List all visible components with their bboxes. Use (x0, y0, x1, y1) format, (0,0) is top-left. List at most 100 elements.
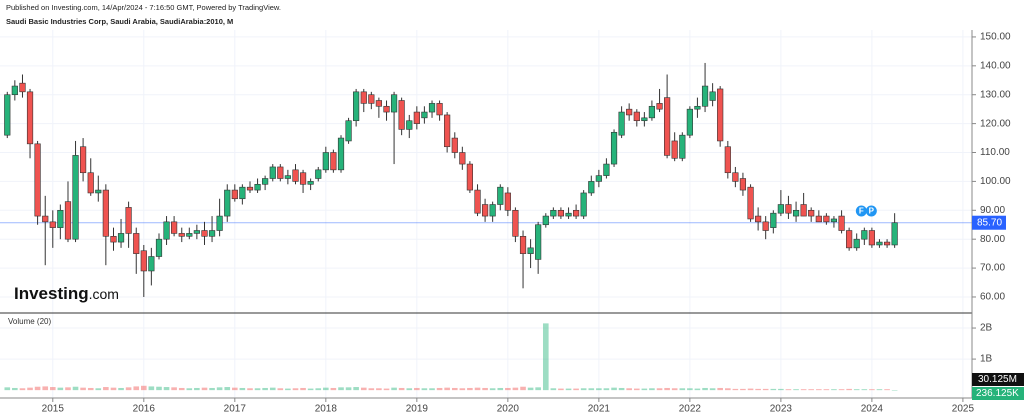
candle-body (808, 209, 815, 217)
candle-body (626, 108, 633, 116)
volume-bar (398, 387, 405, 391)
volume-bar (118, 387, 124, 391)
candle-body (648, 105, 656, 119)
candle-body (755, 215, 762, 223)
volume-bar (634, 388, 640, 391)
volume-bar (80, 387, 86, 391)
candle-body (201, 230, 208, 237)
volume-bar (482, 387, 488, 391)
volume-bar (201, 387, 208, 391)
volume-tick-label: 1B (980, 354, 993, 365)
volume-bar (285, 388, 291, 391)
candle-body (390, 94, 398, 113)
candle-body (413, 111, 420, 124)
candle-body (383, 105, 390, 113)
candle-body (610, 131, 618, 165)
y-tick-label: 60.00 (980, 292, 1005, 303)
volume-bar (368, 388, 375, 391)
candle-body (481, 204, 489, 217)
y-tick-label: 80.00 (980, 234, 1005, 245)
x-tick-label: 2016 (133, 404, 156, 415)
candle-body (307, 181, 314, 185)
candle-body (284, 175, 291, 179)
volume-bar (694, 388, 701, 391)
candle-body (679, 134, 686, 159)
candle-body (724, 146, 731, 174)
candle-body (178, 233, 185, 237)
candle-body (664, 97, 671, 156)
volume-bar (4, 387, 11, 391)
candle-body (428, 103, 436, 113)
y-tick-label: 130.00 (980, 89, 1011, 100)
candle-body (861, 230, 868, 240)
candle-body (11, 85, 18, 96)
candle-body (550, 209, 557, 217)
x-tick-label: 2021 (588, 404, 611, 415)
candle-body (876, 241, 883, 246)
volume-bar (103, 387, 109, 391)
volume-bar (793, 389, 799, 391)
volume-bar (649, 388, 655, 391)
candle-body (444, 114, 451, 148)
last-price-box (972, 215, 1006, 230)
candle-body (739, 178, 747, 191)
candle-body (777, 204, 784, 214)
volume-bar (558, 388, 564, 391)
candle-body (315, 169, 322, 179)
volume-bar (618, 387, 625, 391)
volume-bar (588, 388, 595, 391)
y-tick-label: 90.00 (980, 205, 1005, 216)
candle-body (64, 201, 72, 240)
candle-body (588, 181, 595, 194)
volume-bar (687, 388, 693, 391)
candle-body (519, 235, 527, 254)
candle-body (125, 207, 132, 234)
volume-bar (247, 388, 253, 391)
candle-body (171, 221, 178, 234)
candle-body (694, 105, 701, 110)
volume-bar (110, 387, 117, 391)
volume-bar (391, 387, 397, 391)
volume-bar (861, 389, 868, 391)
volume-bar (232, 387, 238, 391)
instrument-title: Saudi Basic Industries Corp, Saudi Arabi… (6, 17, 233, 26)
volume-bar (520, 386, 526, 391)
grid (0, 30, 972, 398)
published-note: Published on Investing.com, 14/Apr/2024 … (6, 3, 281, 12)
volume-bar (140, 385, 147, 391)
volume-bar (360, 387, 367, 391)
volume-bar (717, 387, 723, 391)
candle-body (299, 172, 307, 185)
volume-bar (209, 387, 215, 391)
volume-tick-label: 2B (980, 323, 993, 334)
candle-body (360, 91, 367, 104)
volume-bar (762, 388, 769, 391)
volume-bar (550, 388, 557, 391)
candle-body (398, 100, 405, 130)
candle-body (686, 108, 693, 136)
candle-body (110, 235, 117, 243)
candle-body (79, 146, 87, 174)
volume-bar (178, 387, 185, 391)
volume-bar (292, 388, 299, 391)
volume-bar (262, 387, 268, 391)
volume-bar (429, 388, 435, 391)
candle-body (853, 238, 860, 249)
volume-bar (778, 388, 784, 391)
candle-body (49, 221, 56, 228)
candle-body (747, 186, 754, 220)
candle-body (770, 212, 777, 228)
y-tick-label: 150.00 (980, 32, 1011, 43)
volume-bar (497, 387, 504, 391)
candle-body (87, 172, 94, 194)
volume-bar (679, 388, 686, 391)
volume-bar (831, 389, 837, 391)
volume-bar (891, 390, 898, 391)
candle-body (133, 233, 140, 254)
candle-body (345, 120, 352, 142)
volume-bar (216, 387, 223, 391)
candle-body (489, 204, 496, 217)
candle-body (4, 94, 11, 136)
volume-bar (702, 387, 708, 391)
candle-body (527, 247, 534, 254)
